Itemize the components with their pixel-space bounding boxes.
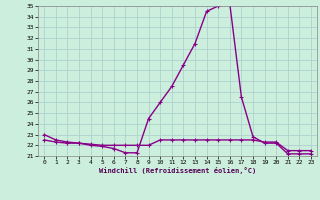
X-axis label: Windchill (Refroidissement éolien,°C): Windchill (Refroidissement éolien,°C): [99, 167, 256, 174]
